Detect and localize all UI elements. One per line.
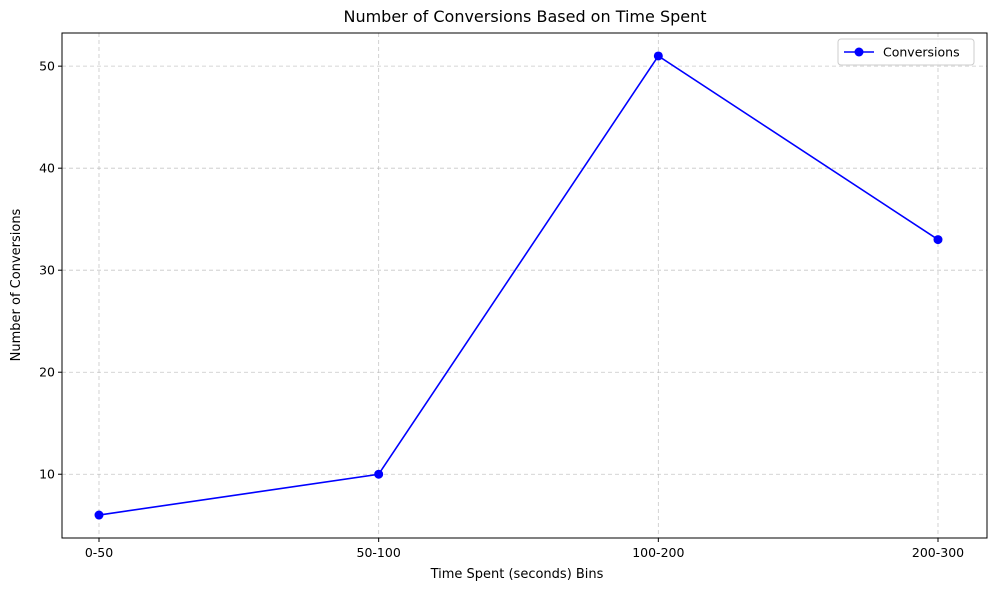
legend-marker [854, 47, 864, 57]
y-axis-ticks: 10 20 30 40 50 [39, 59, 62, 482]
x-tick-label: 100-200 [632, 545, 684, 560]
x-axis-ticks: 0-50 50-100 100-200 200-300 [85, 538, 964, 560]
x-tick-label: 0-50 [85, 545, 113, 560]
y-tick-label: 30 [39, 263, 55, 278]
chart-title: Number of Conversions Based on Time Spen… [343, 7, 706, 26]
data-point [374, 469, 384, 479]
data-point [653, 51, 663, 61]
plot-frame [61, 32, 988, 539]
x-tick-label: 50-100 [357, 545, 401, 560]
y-tick-label: 20 [39, 365, 55, 380]
y-axis-label: Number of Conversions [9, 208, 24, 361]
legend-box [837, 38, 975, 66]
x-tick-label: 200-300 [912, 545, 964, 560]
grid-layer [62, 33, 987, 538]
series-layer [94, 51, 943, 520]
x-axis-label: Time Spent (seconds) Bins [430, 567, 604, 582]
data-point [933, 235, 943, 245]
legend-label: Conversions [883, 45, 960, 60]
y-tick-label: 50 [39, 59, 55, 74]
y-tick-label: 10 [39, 467, 55, 482]
legend: Conversions [837, 38, 975, 66]
y-tick-label: 40 [39, 161, 55, 176]
series-line [98, 54, 939, 516]
data-point [94, 510, 104, 520]
